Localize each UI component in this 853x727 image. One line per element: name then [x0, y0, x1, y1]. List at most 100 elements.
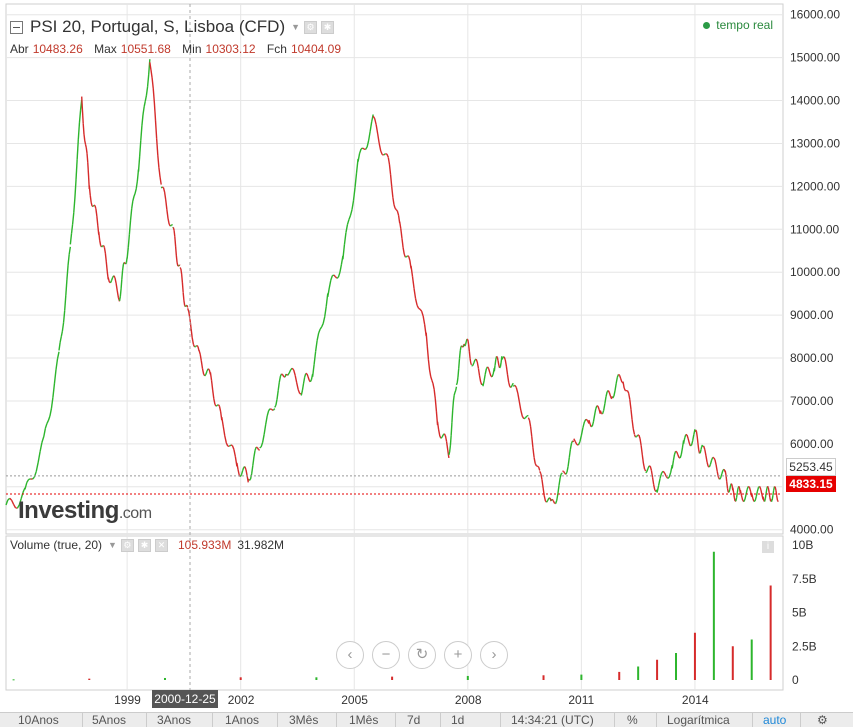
log-toggle[interactable]: Logarítmica	[656, 713, 730, 727]
price-segment	[103, 245, 104, 247]
info-icon[interactable]: i	[762, 541, 774, 553]
volume-value-1: 105.933M	[178, 538, 231, 552]
price-segment	[87, 153, 88, 162]
last-price-label: 4833.15	[786, 476, 836, 492]
percent-toggle[interactable]: %	[614, 713, 638, 727]
timeframe-10y[interactable]: 10Anos	[18, 713, 59, 727]
low-value: 10303.12	[206, 42, 256, 56]
settings-icon[interactable]: ⚙	[121, 539, 134, 552]
price-segment	[765, 499, 766, 502]
price-segment	[171, 224, 172, 225]
price-segment	[591, 426, 592, 427]
timeframe-3m[interactable]: 3Mês	[277, 713, 318, 727]
price-segment	[453, 395, 454, 401]
price-segment	[511, 385, 512, 387]
volume-bar	[543, 675, 545, 680]
timeframe-1y[interactable]: 1Anos	[212, 713, 259, 727]
settings-icon[interactable]: ⚙	[304, 21, 317, 34]
price-segment	[216, 405, 217, 406]
price-segment	[395, 208, 396, 209]
price-segment	[734, 498, 735, 502]
chevron-down-icon[interactable]: ▼	[291, 22, 300, 32]
collapse-icon[interactable]	[10, 21, 23, 34]
price-segment	[456, 383, 457, 385]
price-segment	[181, 269, 182, 274]
scroll-right-icon[interactable]: ›	[480, 641, 508, 669]
price-segment	[419, 308, 421, 309]
price-segment	[82, 97, 83, 111]
volume-bar	[751, 640, 753, 681]
price-segment	[114, 276, 115, 278]
price-segment	[105, 253, 106, 262]
price-segment	[177, 263, 178, 266]
logo-name: Investing	[18, 497, 119, 524]
volume-bar	[391, 677, 393, 680]
price-segment	[89, 186, 90, 196]
price-segment	[82, 111, 83, 124]
gear-icon[interactable]: ✱	[138, 539, 151, 552]
x-tick-label: 2002	[228, 693, 255, 707]
high-value: 10551.68	[121, 42, 171, 56]
scroll-left-icon[interactable]: ‹	[336, 641, 364, 669]
chart-canvas[interactable]: 16000.0015000.0014000.0013000.0012000.00…	[0, 0, 853, 712]
timeframe-3y[interactable]: 3Anos	[146, 713, 191, 727]
price-segment	[487, 367, 488, 369]
price-segment	[120, 297, 121, 301]
price-segment	[698, 444, 699, 450]
zoom-controls: ‹ − ↻ + ›	[336, 641, 508, 669]
price-segment	[458, 368, 459, 377]
volume-value-2: 31.982M	[237, 538, 284, 552]
gear-icon[interactable]: ✱	[321, 21, 334, 34]
price-segment	[462, 346, 463, 347]
price-segment	[714, 458, 715, 460]
price-segment	[697, 436, 698, 443]
logo-suffix: .com	[119, 505, 152, 522]
price-segment	[457, 377, 458, 383]
price-segment	[176, 246, 177, 255]
volume-tick-label: 0	[792, 673, 799, 687]
price-segment	[696, 430, 697, 431]
price-segment	[547, 501, 548, 503]
zoom-in-icon[interactable]: +	[444, 641, 472, 669]
y-tick-label: 12000.00	[790, 179, 840, 193]
price-segment	[170, 225, 171, 226]
reset-icon[interactable]: ↻	[408, 641, 436, 669]
price-segment	[618, 374, 619, 375]
price-segment	[93, 205, 94, 206]
y-tick-label: 14000.00	[790, 94, 840, 108]
price-segment	[258, 449, 259, 450]
price-segment	[102, 246, 103, 247]
x-tick-label: 2005	[341, 693, 368, 707]
price-segment	[727, 482, 728, 489]
price-segment	[173, 227, 174, 230]
price-segment	[453, 401, 454, 411]
low-label: Min	[182, 42, 201, 56]
timeframe-1d[interactable]: 1d	[440, 713, 464, 727]
price-segment	[270, 409, 272, 410]
volume-bar	[240, 677, 242, 680]
chevron-down-icon[interactable]: ▼	[108, 540, 117, 550]
zoom-out-icon[interactable]: −	[372, 641, 400, 669]
price-segment	[696, 431, 697, 436]
price-segment	[465, 345, 466, 346]
chart-header: PSI 20, Portugal, S, Lisboa (CFD) ▼ ⚙ ✱	[10, 16, 334, 38]
price-segment	[175, 237, 176, 246]
settings-gear-icon[interactable]: ⚙	[800, 713, 828, 727]
timeframe-7d[interactable]: 7d	[395, 713, 420, 727]
price-segment	[552, 499, 553, 501]
price-segment	[597, 406, 598, 407]
timeframe-5y[interactable]: 5Anos	[82, 713, 126, 727]
price-segment	[769, 492, 770, 497]
timeframe-1m[interactable]: 1Mês	[336, 713, 378, 727]
volume-bar	[675, 653, 677, 680]
price-segment	[700, 450, 701, 453]
price-segment	[408, 256, 409, 257]
price-segment	[218, 405, 219, 407]
close-icon[interactable]: ✕	[155, 539, 168, 552]
price-segment	[187, 305, 188, 307]
price-segment	[466, 341, 467, 344]
price-segment	[467, 339, 468, 340]
auto-toggle[interactable]: auto	[752, 713, 786, 727]
price-segment	[768, 486, 769, 488]
price-segment	[777, 500, 778, 501]
